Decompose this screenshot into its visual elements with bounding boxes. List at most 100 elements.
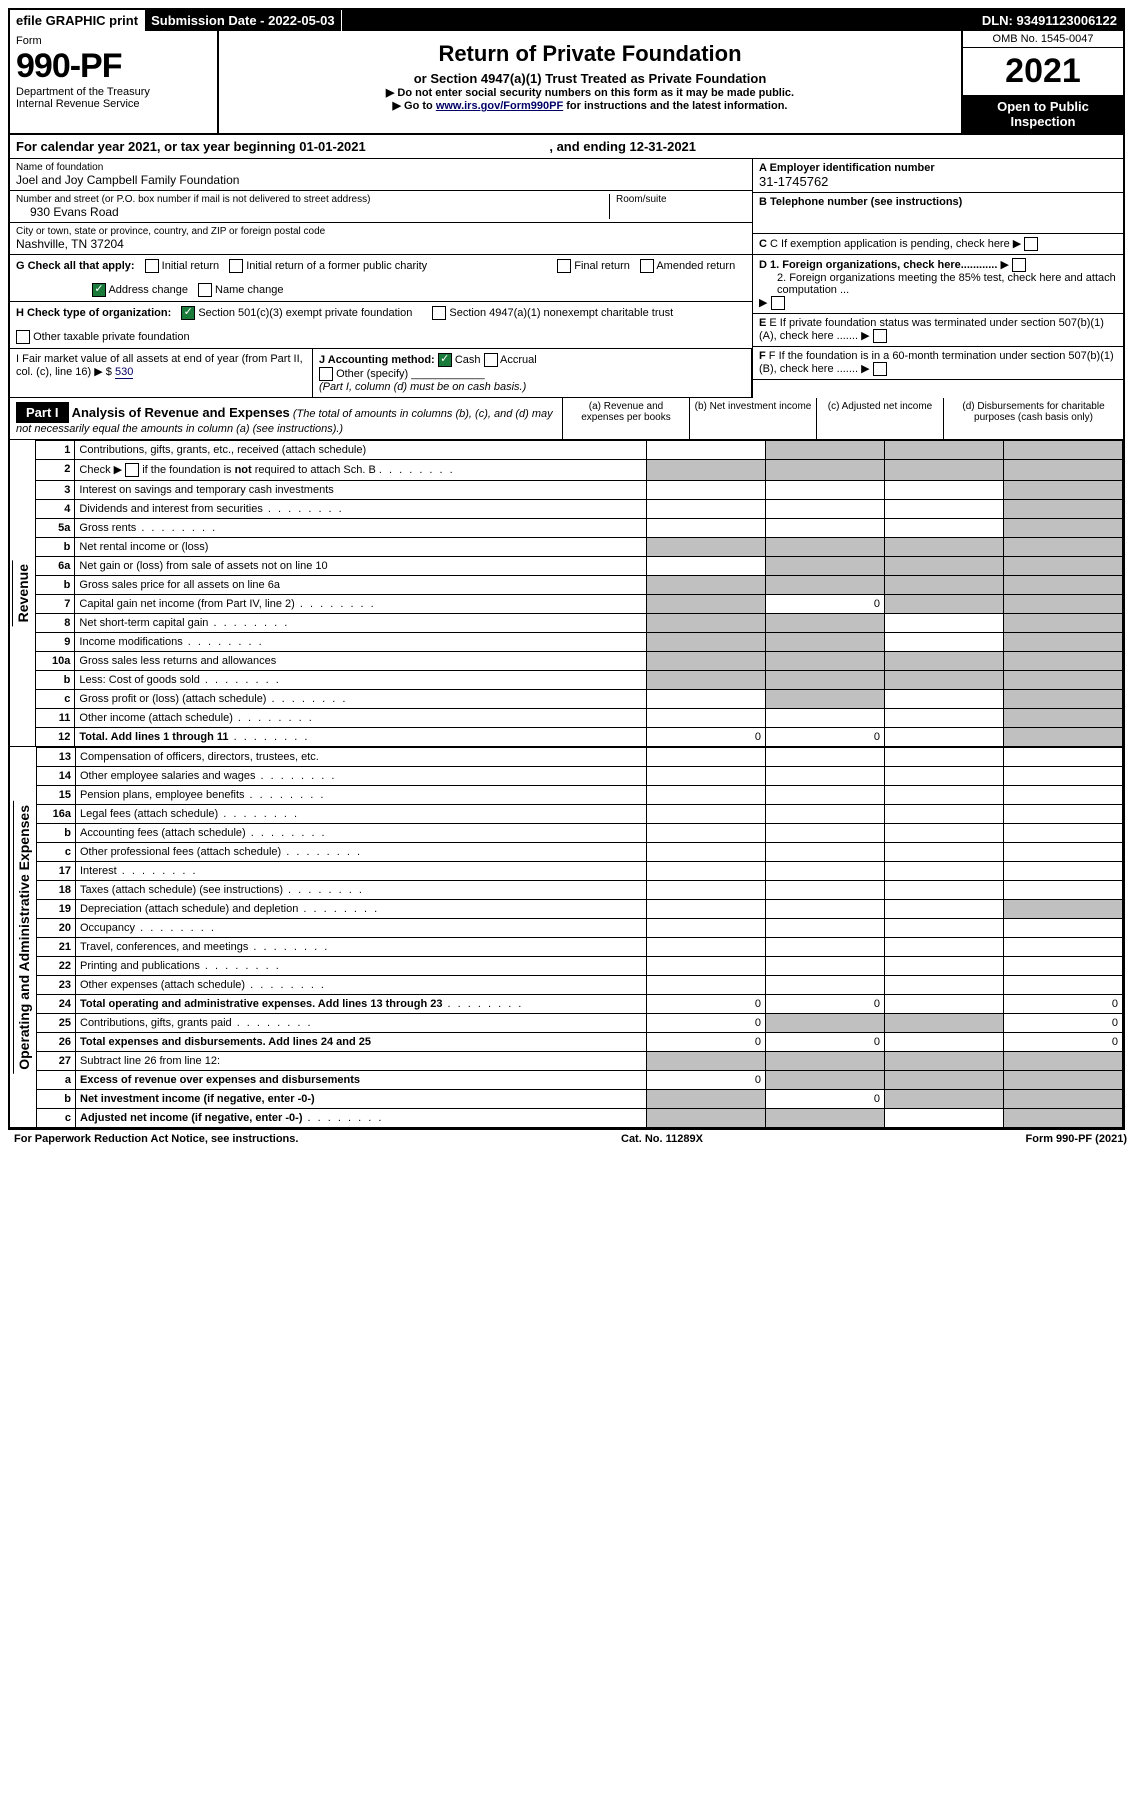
row-20: 20Occupancy xyxy=(37,919,1123,938)
cb-507b1a[interactable] xyxy=(873,329,887,343)
expenses-label: Operating and Administrative Expenses xyxy=(13,801,34,1074)
tel-box: B Telephone number (see instructions) xyxy=(753,193,1123,234)
efile-print: efile GRAPHIC print xyxy=(10,10,145,31)
row-27b: bNet investment income (if negative, ent… xyxy=(37,1090,1123,1109)
row-5b: bNet rental income or (loss) xyxy=(36,538,1123,557)
revenue-section: Revenue 1Contributions, gifts, grants, e… xyxy=(10,440,1123,747)
g-check-row: G Check all that apply: Initial return I… xyxy=(10,255,752,302)
revenue-table: 1Contributions, gifts, grants, etc., rec… xyxy=(35,440,1123,747)
row-10c: cGross profit or (loss) (attach schedule… xyxy=(36,690,1123,709)
street-address: 930 Evans Road xyxy=(16,205,609,219)
page-footer: For Paperwork Reduction Act Notice, see … xyxy=(8,1130,1129,1148)
col-a: (a) Revenue and expenses per books xyxy=(563,398,690,439)
row-27a: aExcess of revenue over expenses and dis… xyxy=(37,1071,1123,1090)
form-990pf: efile GRAPHIC print Submission Date - 20… xyxy=(8,8,1125,1130)
row-9: 9Income modifications xyxy=(36,633,1123,652)
dept-treasury: Department of the Treasury xyxy=(16,86,211,98)
cb-cash[interactable] xyxy=(438,353,452,367)
cb-85pct[interactable] xyxy=(771,296,785,310)
e-box: E E If private foundation status was ter… xyxy=(753,314,1123,347)
part1-header: Part I Analysis of Revenue and Expenses … xyxy=(10,398,1123,440)
row-26: 26Total expenses and disbursements. Add … xyxy=(37,1033,1123,1052)
cb-exemption-pending[interactable] xyxy=(1024,237,1038,251)
cb-final-return[interactable] xyxy=(557,259,571,273)
expenses-section: Operating and Administrative Expenses 13… xyxy=(10,747,1123,1128)
d-box: D 1. Foreign organizations, check here..… xyxy=(753,255,1123,314)
tax-year: 2021 xyxy=(963,48,1123,95)
cb-amended-return[interactable] xyxy=(640,259,654,273)
city-box: City or town, state or province, country… xyxy=(10,223,752,255)
cb-address-change[interactable] xyxy=(92,283,106,297)
f-box: F F If the foundation is in a 60-month t… xyxy=(753,347,1123,380)
foundation-name: Joel and Joy Campbell Family Foundation xyxy=(16,173,746,187)
row-16a: 16aLegal fees (attach schedule) xyxy=(37,805,1123,824)
form-ref: Form 990-PF (2021) xyxy=(1026,1133,1127,1145)
cb-initial-former[interactable] xyxy=(229,259,243,273)
cb-other-method[interactable] xyxy=(319,367,333,381)
row-16b: bAccounting fees (attach schedule) xyxy=(37,824,1123,843)
cb-501c3[interactable] xyxy=(181,306,195,320)
row-2: 2Check ▶ if the foundation is not requir… xyxy=(36,460,1123,481)
cb-accrual[interactable] xyxy=(484,353,498,367)
ein: 31-1745762 xyxy=(759,174,828,189)
row-21: 21Travel, conferences, and meetings xyxy=(37,938,1123,957)
dln: DLN: 93491123006122 xyxy=(976,10,1123,31)
row-14: 14Other employee salaries and wages xyxy=(37,767,1123,786)
irs-label: Internal Revenue Service xyxy=(16,98,211,110)
ij-row: I Fair market value of all assets at end… xyxy=(10,349,752,398)
col-b: (b) Net investment income xyxy=(690,398,817,439)
ssn-note: ▶ Do not enter social security numbers o… xyxy=(225,86,955,99)
form-number: 990-PF xyxy=(16,47,211,86)
row-25: 25Contributions, gifts, grants paid00 xyxy=(37,1014,1123,1033)
city-state-zip: Nashville, TN 37204 xyxy=(16,237,746,251)
row-8: 8Net short-term capital gain xyxy=(36,614,1123,633)
omb-number: OMB No. 1545-0047 xyxy=(963,31,1123,48)
row-4: 4Dividends and interest from securities xyxy=(36,500,1123,519)
entity-info: Name of foundation Joel and Joy Campbell… xyxy=(10,159,1123,398)
row-10b: bLess: Cost of goods sold xyxy=(36,671,1123,690)
h-check-row: H Check type of organization: Section 50… xyxy=(10,302,752,349)
paperwork-notice: For Paperwork Reduction Act Notice, see … xyxy=(14,1133,298,1145)
row-12: 12Total. Add lines 1 through 1100 xyxy=(36,728,1123,747)
part1-badge: Part I xyxy=(16,402,69,423)
cb-sch-b[interactable] xyxy=(125,463,139,477)
row-3: 3Interest on savings and temporary cash … xyxy=(36,481,1123,500)
row-15: 15Pension plans, employee benefits xyxy=(37,786,1123,805)
cb-other-taxable[interactable] xyxy=(16,330,30,344)
calendar-year-row: For calendar year 2021, or tax year begi… xyxy=(10,135,1123,159)
form-header: Form 990-PF Department of the Treasury I… xyxy=(10,31,1123,135)
cb-4947a1[interactable] xyxy=(432,306,446,320)
row-27c: cAdjusted net income (if negative, enter… xyxy=(37,1109,1123,1128)
row-22: 22Printing and publications xyxy=(37,957,1123,976)
row-27: 27Subtract line 26 from line 12: xyxy=(37,1052,1123,1071)
row-18: 18Taxes (attach schedule) (see instructi… xyxy=(37,881,1123,900)
row-23: 23Other expenses (attach schedule) xyxy=(37,976,1123,995)
open-public: Open to Public Inspection xyxy=(963,95,1123,133)
row-7: 7Capital gain net income (from Part IV, … xyxy=(36,595,1123,614)
expenses-table: 13Compensation of officers, directors, t… xyxy=(36,747,1123,1128)
row-5a: 5aGross rents xyxy=(36,519,1123,538)
row-6b: bGross sales price for all assets on lin… xyxy=(36,576,1123,595)
foundation-name-box: Name of foundation Joel and Joy Campbell… xyxy=(10,159,752,191)
irs-link[interactable]: www.irs.gov/Form990PF xyxy=(436,100,563,112)
cb-initial-return[interactable] xyxy=(145,259,159,273)
row-6a: 6aNet gain or (loss) from sale of assets… xyxy=(36,557,1123,576)
col-c: (c) Adjusted net income xyxy=(817,398,944,439)
ein-box: A Employer identification number 31-1745… xyxy=(753,159,1123,193)
row-17: 17Interest xyxy=(37,862,1123,881)
row-16c: cOther professional fees (attach schedul… xyxy=(37,843,1123,862)
cb-507b1b[interactable] xyxy=(873,362,887,376)
row-13: 13Compensation of officers, directors, t… xyxy=(37,748,1123,767)
col-d: (d) Disbursements for charitable purpose… xyxy=(944,398,1123,439)
row-1: 1Contributions, gifts, grants, etc., rec… xyxy=(36,441,1123,460)
cb-foreign-org[interactable] xyxy=(1012,258,1026,272)
row-24: 24Total operating and administrative exp… xyxy=(37,995,1123,1014)
cat-no: Cat. No. 11289X xyxy=(621,1133,703,1145)
cb-name-change[interactable] xyxy=(198,283,212,297)
fmv-label: I Fair market value of all assets at end… xyxy=(16,353,303,378)
revenue-label: Revenue xyxy=(12,560,33,626)
goto-note: ▶ Go to www.irs.gov/Form990PF for instru… xyxy=(225,99,955,112)
street-box: Number and street (or P.O. box number if… xyxy=(10,191,752,223)
row-10a: 10aGross sales less returns and allowanc… xyxy=(36,652,1123,671)
fmv-value: 530 xyxy=(115,366,133,379)
